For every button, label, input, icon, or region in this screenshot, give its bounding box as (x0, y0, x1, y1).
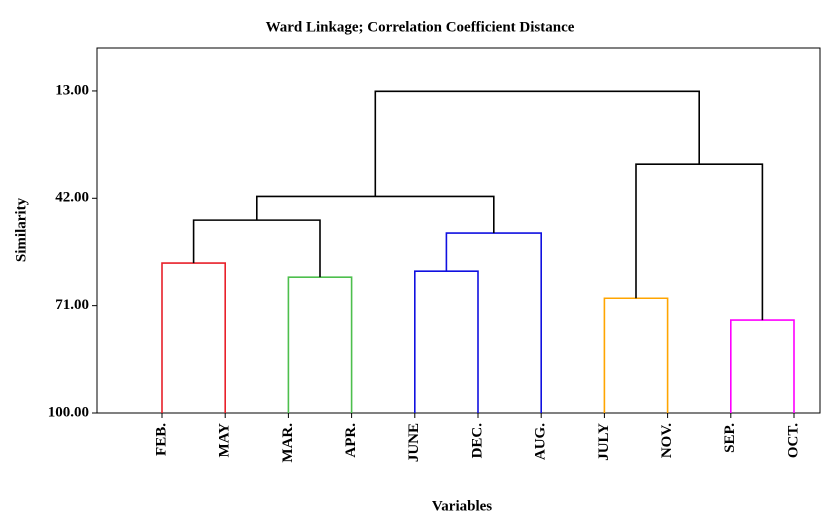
leaf-label: AUG. (533, 423, 549, 460)
dendrogram-link (192, 219, 321, 278)
leaf-label: SEP. (722, 423, 738, 453)
leaf-label: FEB. (153, 423, 169, 456)
dendrogram-link (635, 163, 764, 321)
dendrogram-link (374, 90, 700, 197)
leaf-label: MAY (217, 423, 233, 458)
dendrogram-link (161, 262, 226, 413)
leaf-label: JUNE (406, 423, 422, 462)
dendrogram-link (445, 232, 542, 413)
y-tick-label: 71.00 (55, 297, 89, 313)
leaf-label: MAR. (280, 423, 296, 463)
y-tick-label: 42.00 (55, 190, 89, 206)
leaf-label: APR. (343, 423, 359, 458)
dendrogram-link (256, 195, 495, 234)
y-tick-label: 13.00 (55, 82, 89, 98)
y-axis-label: Similarity (13, 197, 29, 262)
dendrogram-link (287, 276, 353, 413)
leaf-label: OCT. (785, 423, 801, 458)
leaf-label: JULY (596, 423, 612, 461)
plot-frame (96, 47, 821, 414)
leaf-label: NOV. (659, 423, 675, 458)
chart-title: Ward Linkage; Correlation Coefficient Di… (266, 19, 575, 35)
dendrogram-link (414, 270, 479, 413)
dendrogram-link (730, 319, 795, 413)
x-axis-label: Variables (432, 498, 492, 514)
leaf-label: DEC. (469, 423, 485, 459)
y-tick-label: 100.00 (48, 404, 89, 420)
dendrogram-link (603, 297, 669, 413)
